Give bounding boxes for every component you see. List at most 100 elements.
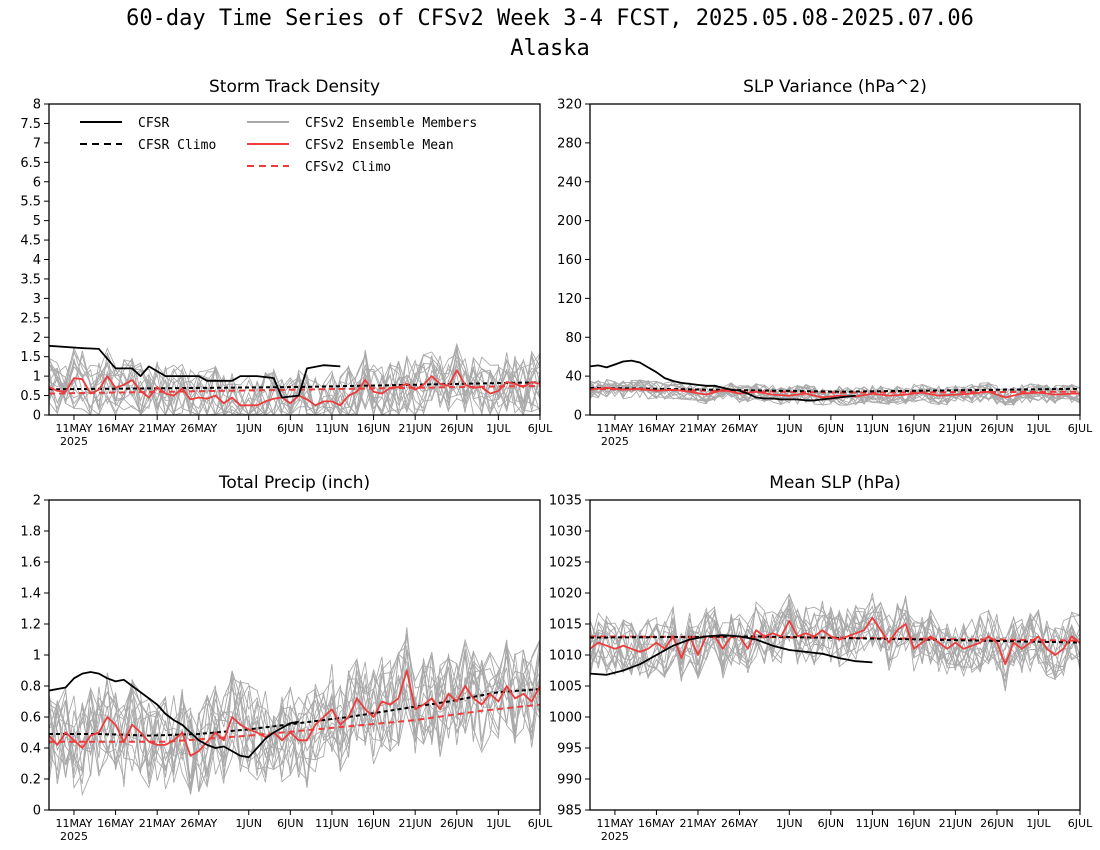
x-tick-label: 1JUL xyxy=(1026,817,1051,830)
panel-title: SLP Variance (hPa^2) xyxy=(743,77,927,97)
plot-area xyxy=(590,592,1080,692)
y-tick-label: 995 xyxy=(557,742,582,757)
x-tick-label: 11MAY xyxy=(56,422,93,435)
y-tick-label: 320 xyxy=(557,98,582,113)
y-tick-label: 4.5 xyxy=(20,234,41,249)
x-tick-label: 26JUN xyxy=(980,422,1014,435)
x-year-label: 2025 xyxy=(60,830,88,843)
x-tick-label: 6JUL xyxy=(528,422,553,435)
y-tick-label: 0.2 xyxy=(20,773,41,788)
x-tick-label: 6JUN xyxy=(818,817,845,830)
x-tick-label: 16JUN xyxy=(897,817,931,830)
chart-panel: Storm Track Density 0 0.5 1 1.5 2 2.5 3 3.5 4 4.5 5… xyxy=(20,77,553,448)
y-tick-label: 990 xyxy=(557,773,582,788)
y-tick-label: 1035 xyxy=(549,494,582,509)
ensemble-member-line xyxy=(49,649,540,789)
y-tick-label: 7.5 xyxy=(20,117,41,132)
ensemble-members xyxy=(49,627,540,797)
y-tick-label: 80 xyxy=(565,331,582,346)
y-tick-label: 8 xyxy=(33,98,41,113)
x-tick-label: 26MAY xyxy=(180,422,217,435)
x-tick-label: 6JUN xyxy=(277,422,304,435)
x-tick-label: 21JUN xyxy=(939,817,973,830)
y-tick-label: 1 xyxy=(33,370,41,385)
plot-frame xyxy=(589,103,1081,416)
x-tick-label: 26JUN xyxy=(440,422,474,435)
y-tick-label: 0.8 xyxy=(20,680,41,695)
y-tick-label: 5 xyxy=(33,214,41,229)
y-tick-label: 1005 xyxy=(549,680,582,695)
ensemble-member-line xyxy=(49,355,540,415)
x-tick-label: 1JUN xyxy=(235,422,262,435)
x-tick-label: 6JUL xyxy=(528,817,553,830)
legend-cfsr-climo-label: CFSR Climo xyxy=(138,138,216,153)
series-line-cfsr xyxy=(49,671,299,759)
y-tick-label: 0.5 xyxy=(20,389,41,404)
y-tick-label: 240 xyxy=(557,175,582,190)
plot-area xyxy=(49,342,540,415)
y-tick-label: 985 xyxy=(557,804,582,819)
series-line-cfsr xyxy=(49,344,341,399)
x-tick-label: 11JUN xyxy=(856,817,890,830)
y-tick-label: 1000 xyxy=(549,711,582,726)
y-tick-label: 2 xyxy=(33,494,41,509)
figure-title: 60-day Time Series of CFSv2 Week 3-4 FCS… xyxy=(126,6,974,31)
x-tick-label: 26MAY xyxy=(180,817,217,830)
legend-cfsr-label: CFSR xyxy=(138,116,169,131)
plot-frame xyxy=(48,499,541,811)
ensemble-member-line xyxy=(590,379,1080,405)
series-line-cfsv2-climo xyxy=(49,384,540,395)
x-year-label: 2025 xyxy=(601,830,629,843)
y-tick-label: 160 xyxy=(557,253,582,268)
x-tick-label: 16MAY xyxy=(97,422,134,435)
chart-panel: SLP Variance (hPa^2) 0 40 80 120 160 200 240 280… xyxy=(557,77,1093,448)
x-tick-label: 16JUN xyxy=(897,422,931,435)
y-tick-label: 1.6 xyxy=(20,556,41,571)
x-tick-label: 21JUN xyxy=(398,422,432,435)
x-tick-label: 26JUN xyxy=(440,817,474,830)
x-tick-label: 6JUN xyxy=(277,817,304,830)
y-tick-label: 7 xyxy=(33,136,41,151)
x-tick-label: 11JUN xyxy=(315,422,349,435)
x-tick-label: 21JUN xyxy=(939,422,973,435)
plot-frame xyxy=(48,103,541,416)
plot-frame xyxy=(589,499,1081,811)
y-tick-label: 2.5 xyxy=(20,311,41,326)
x-tick-label: 11MAY xyxy=(596,422,633,435)
y-tick-label: 0.4 xyxy=(20,742,41,757)
ensemble-member-line xyxy=(49,357,540,415)
plot-area xyxy=(590,359,1080,407)
x-tick-label: 21MAY xyxy=(139,817,176,830)
y-tick-label: 3 xyxy=(33,292,41,307)
x-tick-label: 16JUN xyxy=(357,422,391,435)
chart-panel: Mean SLP (hPa) 985 990 995 1000 1005 1010 1015 1… xyxy=(549,473,1093,843)
panel-title: Mean SLP (hPa) xyxy=(769,473,901,493)
x-tick-label: 11JUN xyxy=(315,817,349,830)
x-tick-label: 21MAY xyxy=(139,422,176,435)
x-tick-label: 6JUL xyxy=(1068,817,1093,830)
plot-area xyxy=(49,627,540,797)
x-tick-label: 21MAY xyxy=(680,817,717,830)
y-tick-label: 0 xyxy=(33,409,41,424)
x-tick-label: 26MAY xyxy=(721,817,758,830)
ensemble-member-line xyxy=(49,342,540,415)
y-tick-label: 5.5 xyxy=(20,195,41,210)
x-tick-label: 1JUN xyxy=(776,422,803,435)
y-tick-label: 1025 xyxy=(549,556,582,571)
series-line-cfsv2-ensemble-mean xyxy=(590,616,1080,666)
x-tick-label: 11JUN xyxy=(856,422,890,435)
y-tick-label: 1020 xyxy=(549,587,582,602)
y-tick-label: 4 xyxy=(33,253,41,268)
ensemble-member-line xyxy=(49,349,540,415)
series-line-cfsv2-ensemble-mean xyxy=(590,386,1080,399)
x-tick-label: 1JUL xyxy=(486,422,511,435)
y-tick-label: 0 xyxy=(33,804,41,819)
ensemble-members xyxy=(49,342,540,415)
series-line-cfsr xyxy=(590,634,873,676)
ensemble-member-line xyxy=(590,606,1080,677)
ensemble-members xyxy=(590,378,1080,407)
x-tick-label: 16MAY xyxy=(638,817,675,830)
x-year-label: 2025 xyxy=(601,435,629,448)
x-tick-label: 16MAY xyxy=(638,422,675,435)
series-line-cfsv2-ensemble-mean xyxy=(49,669,540,757)
